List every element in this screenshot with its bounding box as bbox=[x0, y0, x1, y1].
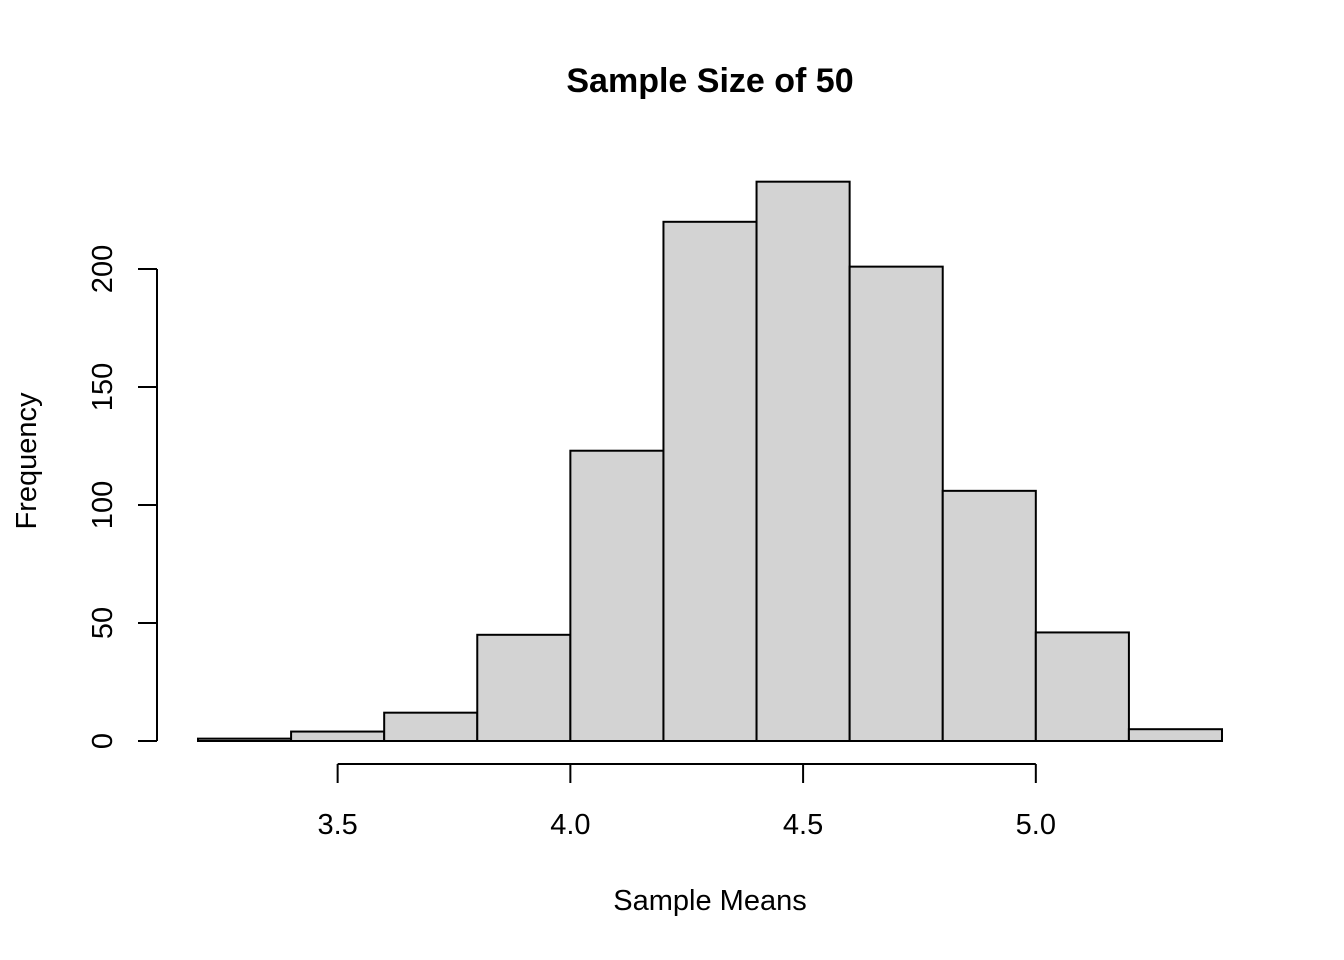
histogram-bar bbox=[755, 180, 851, 742]
histogram-bar bbox=[197, 737, 293, 743]
y-axis: 0 50 100 150 200 bbox=[87, 245, 158, 749]
x-tick-label: 3.5 bbox=[317, 809, 357, 841]
x-tick-label: 4.0 bbox=[550, 809, 590, 841]
histogram-bar bbox=[290, 730, 386, 742]
x-tick-label: 5.0 bbox=[1016, 809, 1056, 841]
y-tick-label: 100 bbox=[87, 481, 119, 529]
x-axis: 3.5 4.0 4.5 5.0 bbox=[317, 763, 1056, 841]
histogram-bar bbox=[848, 265, 944, 742]
histogram-bar bbox=[383, 711, 479, 742]
y-axis-label: Frequency bbox=[11, 392, 43, 530]
histogram-bar bbox=[662, 220, 758, 743]
histogram-bar bbox=[569, 449, 665, 742]
y-tick-label: 200 bbox=[87, 245, 119, 293]
y-tick-label: 150 bbox=[87, 363, 119, 411]
x-tick-label: 4.5 bbox=[783, 809, 823, 841]
chart-title: Sample Size of 50 bbox=[566, 62, 853, 100]
histogram-bar bbox=[1127, 728, 1223, 743]
histogram-bar bbox=[1034, 631, 1130, 742]
x-axis-label: Sample Means bbox=[613, 885, 806, 917]
histogram-bar bbox=[941, 489, 1037, 742]
histogram-bar bbox=[476, 633, 572, 742]
y-tick-label: 50 bbox=[87, 607, 119, 639]
bars-group bbox=[197, 180, 1223, 743]
y-tick-label: 0 bbox=[87, 733, 119, 749]
